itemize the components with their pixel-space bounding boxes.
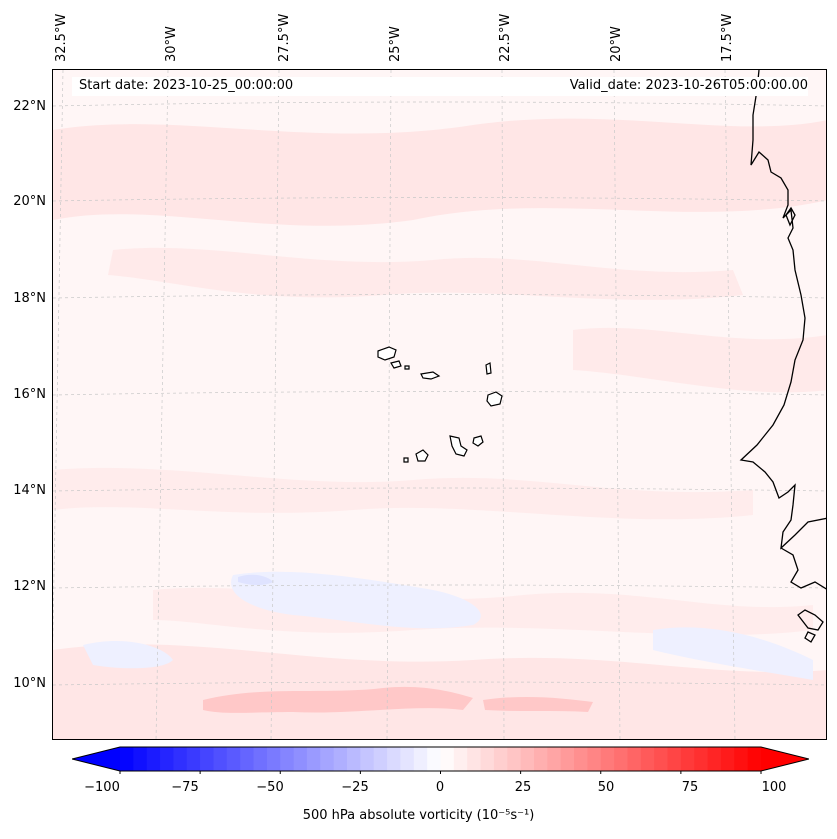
colorbar-tick: 25 (514, 780, 532, 795)
longitude-label-27-5w: 27.5°W (277, 13, 292, 62)
colorbar-level (440, 747, 455, 771)
colorbar-level (120, 747, 134, 771)
latitude-label-16n: 16°N (13, 387, 46, 402)
colorbar-level (320, 747, 335, 771)
colorbar-level (667, 747, 682, 771)
colorbar-level (720, 747, 735, 771)
colorbar-level (574, 747, 588, 771)
colorbar-level (293, 747, 308, 771)
valid-date-text: Valid_date: 2023-10-26T05:00:00.00 (569, 78, 808, 93)
colorbar-tick: 100 (761, 780, 787, 795)
colorbar-level (520, 747, 535, 771)
longitude-label-25w: 25°W (388, 26, 403, 62)
colorbar-level (507, 747, 522, 771)
latitude-label-14n: 14°N (13, 483, 46, 498)
longitude-label-32-5w: 32.5°W (54, 13, 69, 62)
colorbar-level (493, 747, 508, 771)
latitude-label-20n: 20°N (13, 194, 46, 209)
colorbar-level (400, 747, 415, 771)
colorbar-level (654, 747, 669, 771)
colorbar-level (734, 747, 749, 771)
colorbar-level (413, 747, 428, 771)
colorbar-level (614, 747, 629, 771)
colorbar-level (747, 747, 762, 771)
colorbar-level (360, 747, 375, 771)
colorbar-tick: −100 (84, 780, 120, 795)
colorbar-level (694, 747, 709, 771)
colorbar-level (226, 747, 241, 771)
vorticity-map (53, 70, 826, 739)
vorticity-contours-negative-core (238, 574, 273, 586)
colorbar-level (533, 747, 548, 771)
latitude-label-22n: 22°N (13, 99, 46, 114)
latitude-label-18n: 18°N (13, 291, 46, 306)
colorbar-level (253, 747, 268, 771)
longitude-label-30w: 30°W (164, 26, 179, 62)
colorbar-tick: −25 (341, 780, 369, 795)
colorbar-level (240, 747, 255, 771)
colorbar-level (467, 747, 482, 771)
colorbar-level (133, 747, 148, 771)
lat-lon-gridlines (53, 70, 826, 739)
colorbar-tick: −75 (171, 780, 199, 795)
colorbar-min-extend (72, 747, 120, 771)
colorbar-level (547, 747, 562, 771)
colorbar-level (146, 747, 161, 771)
colorbar-level (453, 747, 468, 771)
colorbar-level (306, 747, 321, 771)
colorbar-level (347, 747, 361, 771)
vorticity-contours-strong (203, 686, 593, 713)
colorbar-level (707, 747, 722, 771)
colorbar-level (680, 747, 695, 771)
colorbar-max-extend (761, 747, 809, 771)
colorbar-level (587, 747, 602, 771)
colorbar (72, 746, 809, 774)
vorticity-contours-negative (83, 571, 813, 680)
colorbar-tick: 50 (597, 780, 615, 795)
colorbar-tick: 0 (435, 780, 445, 795)
colorbar-level (266, 747, 281, 771)
header-background (72, 77, 808, 96)
colorbar-level (200, 747, 215, 771)
colorbar-level (333, 747, 348, 771)
latitude-label-10n: 10°N (13, 676, 46, 691)
colorbar-label: 500 hPa absolute vorticity (10⁻⁵s⁻¹) (302, 808, 535, 823)
map-panel (52, 69, 827, 740)
africa-coastline (739, 70, 826, 643)
colorbar-level (186, 747, 201, 771)
colorbar-tick: 75 (681, 780, 699, 795)
longitude-label-22-5w: 22.5°W (498, 13, 513, 62)
colorbar-level (173, 747, 188, 771)
colorbar-level (560, 747, 575, 771)
colorbar-level (373, 747, 388, 771)
longitude-label-17-5w: 17.5°W (720, 13, 735, 62)
colorbar-level (640, 747, 655, 771)
colorbar-level (160, 747, 175, 771)
colorbar-level (600, 747, 615, 771)
colorbar-level (280, 747, 295, 771)
start-date-text: Start date: 2023-10-25_00:00:00 (79, 78, 294, 93)
colorbar-tick: −50 (256, 780, 284, 795)
colorbar-level (387, 747, 402, 771)
colorbar-level (427, 747, 442, 771)
colorbar-level (627, 747, 642, 771)
colorbar-level (480, 747, 495, 771)
latitude-label-12n: 12°N (13, 579, 46, 594)
colorbar-level (213, 747, 228, 771)
cape-verde-islands (377, 346, 503, 463)
longitude-label-20w: 20°W (609, 26, 624, 62)
